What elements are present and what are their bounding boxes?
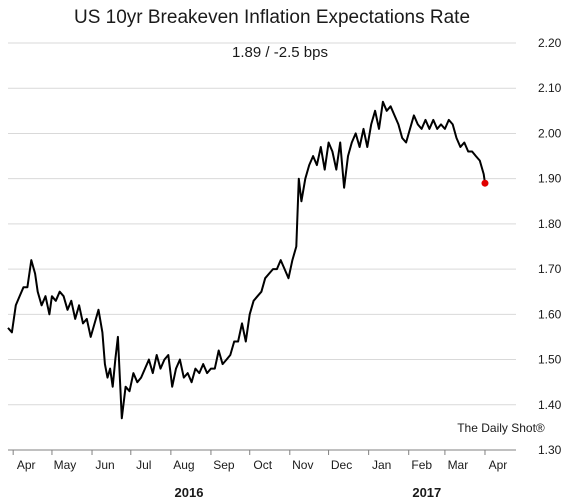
y-tick-label: 2.20	[538, 36, 562, 50]
y-tick-label: 2.10	[538, 81, 562, 95]
x-tick-label: Dec	[331, 458, 352, 472]
x-tick-label: Apr	[489, 458, 508, 472]
y-tick-label: 1.70	[538, 262, 562, 276]
x-tick-label: May	[54, 458, 77, 472]
source-label: The Daily Shot®	[457, 421, 545, 435]
x-tick-label: Aug	[173, 458, 194, 472]
x-tick-label: Jul	[136, 458, 151, 472]
y-tick-label: 1.40	[538, 398, 562, 412]
x-tick-label: Feb	[411, 458, 432, 472]
x-tick-label: Apr	[17, 458, 36, 472]
x-tick-label: Nov	[292, 458, 313, 472]
x-tick-label: Oct	[253, 458, 272, 472]
x-tick-label: Sep	[213, 458, 235, 472]
y-tick-label: 1.80	[538, 217, 562, 231]
x-tick-label: Jun	[95, 458, 114, 472]
x-axis-ticks: Apr May Jun Jul Aug Sep Oct Nov Dec Jan Feb Mar Apr	[12, 450, 508, 472]
chart-title: US 10yr Breakeven Inflation Expectations…	[74, 7, 470, 28]
y-tick-label: 1.90	[538, 172, 562, 186]
last-point-marker	[481, 179, 489, 187]
gridlines	[8, 42, 516, 406]
y-tick-label: 1.60	[538, 307, 562, 321]
y-tick-label: 1.50	[538, 353, 562, 367]
series-line	[7, 100, 486, 420]
chart-subtitle: 1.89 / -2.5 bps	[232, 44, 328, 61]
x-tick-label: Mar	[448, 458, 469, 472]
x-tick-label: Jan	[372, 458, 391, 472]
year-label: 2016	[175, 485, 204, 500]
year-label: 2017	[412, 485, 441, 500]
year-labels: 2016 2017	[175, 485, 442, 500]
y-tick-label: 1.30	[538, 443, 562, 457]
y-axis-ticks: 2.20 2.10 2.00 1.90 1.80 1.70 1.60 1.50 1.40 1.30	[538, 36, 562, 457]
y-tick-label: 2.00	[538, 126, 562, 140]
